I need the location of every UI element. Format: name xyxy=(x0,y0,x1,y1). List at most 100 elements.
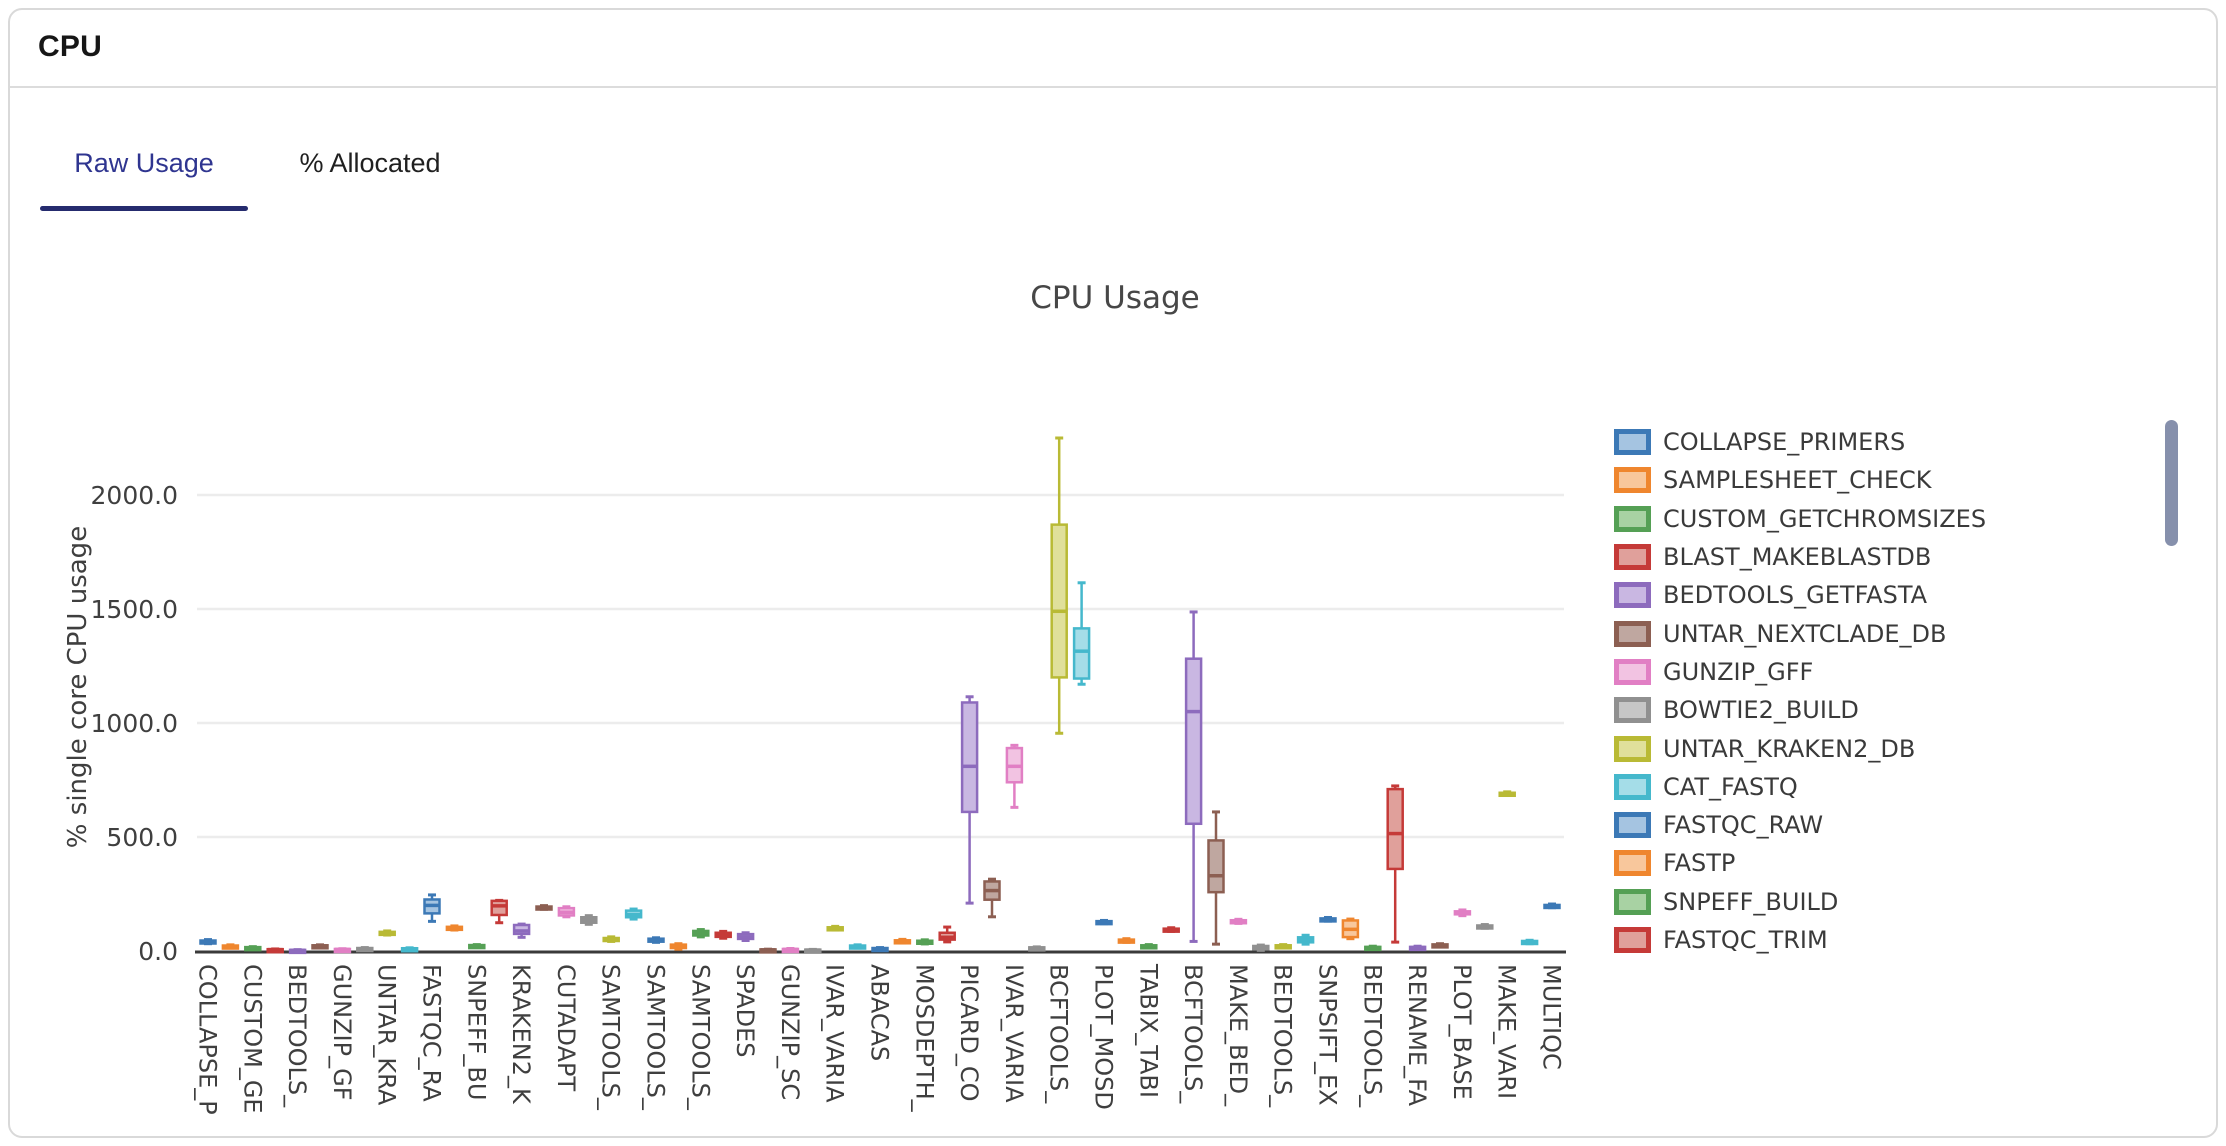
legend-scrollbar-thumb[interactable] xyxy=(2165,420,2178,546)
cpu-card: CPU Raw Usage % Allocated CPU Usage 0.0 5… xyxy=(8,8,2218,1138)
box-trace xyxy=(736,931,755,943)
box-trace xyxy=(848,943,867,950)
legend-item: GUNZIP_GFF xyxy=(1614,653,2154,691)
y-tick-label: 500.0 xyxy=(106,823,178,852)
box-trace xyxy=(1408,944,1427,952)
legend-item: FASTP xyxy=(1614,844,2154,882)
box-trace xyxy=(1207,810,1225,946)
box-trace xyxy=(1341,917,1360,941)
legend-item: CUSTOM_GETCHROMSIZES xyxy=(1614,500,2154,538)
y-tick-label: 1000.0 xyxy=(91,709,178,738)
legend-item-label: FASTP xyxy=(1663,849,1736,878)
x-tick-label: ABACAS xyxy=(866,964,894,1061)
box-trace xyxy=(1296,933,1315,946)
legend-item-label: COLLAPSE_PRIMERS xyxy=(1663,428,1906,457)
x-tick-label: PICARD_CO xyxy=(955,964,983,1102)
x-tick-label: UNTAR_KRA xyxy=(373,964,401,1106)
legend-item-label: SAMPLESHEET_CHECK xyxy=(1663,466,1932,495)
x-tick-labels: COLLAPSE_P CUSTOM_GE BEDTOOLS_ GUNZIP_GF UNT… xyxy=(194,963,1566,1115)
box-trace xyxy=(1543,902,1561,910)
legend-item-label: CUSTOM_GETCHROMSIZES xyxy=(1663,504,1987,533)
legend-item: UNTAR_NEXTCLADE_DB xyxy=(1614,614,2154,652)
box-trace xyxy=(647,936,665,944)
legend-item-label: FASTQC_TRIM xyxy=(1663,926,1828,954)
x-tick-label: SNPEFF_BU xyxy=(462,964,490,1100)
x-tick-label: GUNZIP_GF xyxy=(328,964,356,1101)
x-tick-label: MAKE_VARI xyxy=(1493,964,1521,1099)
legend-item: SAMPLESHEET_CHECK xyxy=(1614,461,2154,499)
x-tick-label: IVAR_VARIA xyxy=(1000,964,1028,1103)
header-divider xyxy=(10,86,2216,88)
box-trace xyxy=(983,877,1001,919)
legend-item-label: BEDTOOLS_GETFASTA xyxy=(1663,581,1928,610)
box-trace xyxy=(1274,943,1292,950)
legend-item: FASTQC_RAW xyxy=(1614,806,2154,844)
x-tick-label: MULTIQC xyxy=(1538,964,1566,1070)
x-tick-label: GUNZIP_SC xyxy=(776,964,804,1100)
box-trace xyxy=(244,945,262,952)
y-tick-label: 1500.0 xyxy=(91,595,178,624)
box-trace xyxy=(804,947,822,954)
tab-raw-usage[interactable]: Raw Usage xyxy=(74,148,214,178)
box-trace xyxy=(445,924,464,932)
box-trace xyxy=(1095,918,1113,926)
box-trace xyxy=(1117,937,1136,944)
legend-swatch xyxy=(1614,582,1651,609)
box-trace xyxy=(1476,923,1494,930)
y-tick-label: 2000.0 xyxy=(91,481,178,510)
x-tick-label: IVAR_VARIA xyxy=(821,964,849,1103)
legend-swatch xyxy=(1614,850,1651,877)
x-tick-label: COLLAPSE_P xyxy=(194,964,222,1115)
box-trace xyxy=(781,946,800,954)
legend-item-label: BLAST_MAKEBLASTDB xyxy=(1663,543,1932,572)
legend-item: BEDTOOLS_GETFASTA xyxy=(1614,576,2154,614)
box-trace xyxy=(916,938,934,946)
legend-item-label: FASTQC_RAW xyxy=(1663,811,1824,840)
box-trace xyxy=(1431,942,1449,949)
box-trace xyxy=(759,947,777,954)
box-trace xyxy=(938,925,956,944)
legend-item-label: CAT_FASTQ xyxy=(1663,772,1798,801)
x-tick-label: SAMTOOLS_ xyxy=(686,964,714,1111)
x-tick-label: CUTADAPT xyxy=(552,964,580,1091)
x-tick-label: CUSTOM_GE xyxy=(238,964,266,1114)
x-tick-label: BEDTOOLS_ xyxy=(1358,964,1386,1108)
legend-swatch xyxy=(1614,429,1651,456)
x-tick-label: KRAKEN2_K xyxy=(507,964,535,1105)
legend-swatch xyxy=(1614,697,1651,724)
box-trace xyxy=(1364,944,1382,952)
box-trace xyxy=(288,948,307,955)
box-trace xyxy=(535,904,553,911)
box-trace xyxy=(1229,917,1248,925)
box-trace xyxy=(199,938,217,946)
legend-item: COLLAPSE_PRIMERS xyxy=(1614,423,2154,461)
box-trace xyxy=(580,914,598,926)
box-trace xyxy=(826,924,844,932)
box-trace xyxy=(1252,943,1270,952)
chart-title: CPU Usage xyxy=(1030,280,1200,316)
box-trace xyxy=(333,947,352,954)
box-trace xyxy=(557,905,576,919)
box-trace xyxy=(1386,784,1404,944)
box-trace xyxy=(1072,581,1091,686)
box-trace xyxy=(400,946,419,953)
active-tab-underline xyxy=(40,206,248,211)
box-trace xyxy=(221,943,240,950)
x-tick-label: SAMTOOLS_ xyxy=(597,964,625,1111)
x-tick-label: MAKE_BED_ xyxy=(1224,964,1252,1107)
legend-item-label: UNTAR_NEXTCLADE_DB xyxy=(1663,619,1947,648)
legend-swatch xyxy=(1614,888,1651,915)
legend-item: FASTQC_TRIM xyxy=(1614,921,2154,959)
box-trace xyxy=(512,922,531,939)
box-trace xyxy=(356,946,374,953)
box-trace xyxy=(871,946,889,953)
box-trace xyxy=(624,907,643,921)
y-tick-label: 0.0 xyxy=(138,937,178,966)
legend-item-label: GUNZIP_GFF xyxy=(1663,657,1814,686)
tab-percent-allocated[interactable]: % Allocated xyxy=(299,148,441,178)
box-trace xyxy=(423,893,441,923)
x-tick-label: SNPSIFT_EX xyxy=(1314,964,1342,1106)
x-tick-label: FASTQC_RA xyxy=(418,964,446,1102)
box-trace xyxy=(893,937,912,945)
x-tick-label: RENAME_FA xyxy=(1403,964,1431,1107)
